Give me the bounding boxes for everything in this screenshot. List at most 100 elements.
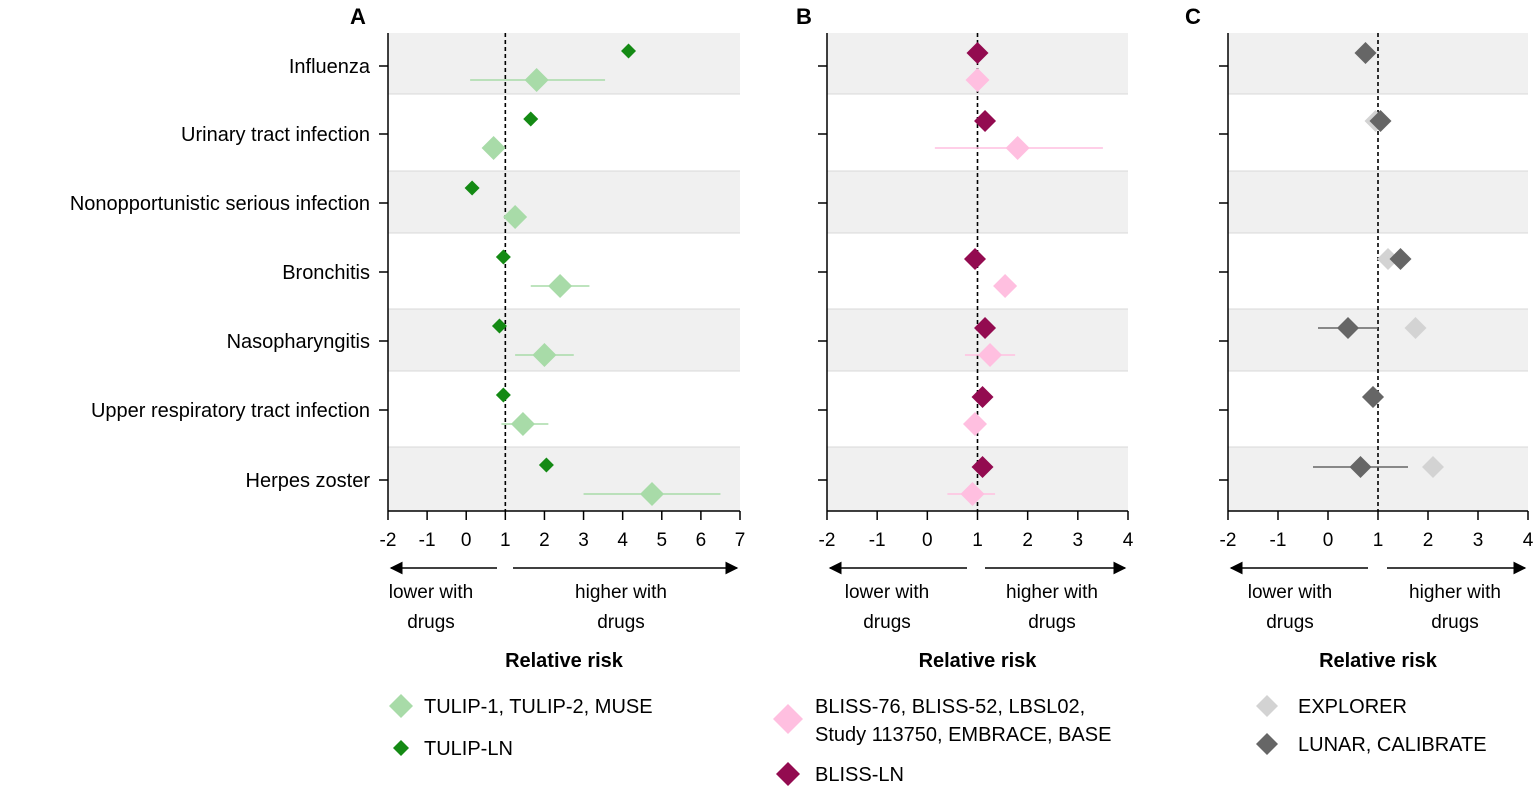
x-tick-label: -2 xyxy=(380,530,397,551)
data-point-upper-respiratory-tract-infection xyxy=(962,412,987,436)
series-bliss-76-bliss-52-lbsl02-study-113750-embrace-base xyxy=(934,68,1103,506)
data-point-nonopportunistic-serious-infection xyxy=(503,205,528,229)
data-point-bronchitis xyxy=(1377,248,1399,270)
data-point-influenza xyxy=(966,42,989,64)
data-point-urinary-tract-infection xyxy=(1369,110,1392,132)
x-tick-label: 0 xyxy=(1323,530,1334,551)
data-point-influenza xyxy=(524,68,549,92)
direction-label-lower: drugs xyxy=(407,612,455,633)
x-tick-label: 1 xyxy=(1373,530,1384,551)
data-point-herpes-zoster xyxy=(960,482,985,506)
legend-label: TULIP-1, TULIP-2, MUSE xyxy=(424,696,653,718)
panel-letter: C xyxy=(1185,4,1201,29)
x-tick-label: 3 xyxy=(1473,530,1484,551)
x-axis-title: Relative risk xyxy=(919,650,1038,672)
legend-marker xyxy=(1256,695,1278,717)
legend-marker xyxy=(389,694,413,718)
x-tick-label: 5 xyxy=(656,530,667,551)
x-tick-label: 0 xyxy=(461,530,472,551)
category-label: Herpes zoster xyxy=(246,470,371,492)
data-point-bronchitis xyxy=(548,274,573,298)
direction-label-lower: lower with xyxy=(845,582,929,603)
direction-label-higher: drugs xyxy=(1431,612,1479,633)
series-lunar-calibrate xyxy=(1313,42,1412,478)
x-tick-label: 3 xyxy=(578,530,589,551)
data-point-bronchitis xyxy=(495,249,511,265)
direction-label-higher: higher with xyxy=(1409,582,1501,603)
data-point-nasopharyngitis xyxy=(974,317,997,339)
data-point-nasopharyngitis xyxy=(1404,317,1427,339)
data-point-urinary-tract-infection xyxy=(481,136,506,160)
data-point-herpes-zoster xyxy=(538,457,554,473)
direction-label-lower: drugs xyxy=(1266,612,1314,633)
legend-label: EXPLORER xyxy=(1298,696,1407,718)
x-axis-title: Relative risk xyxy=(505,650,624,672)
data-point-urinary-tract-infection xyxy=(974,110,997,132)
data-point-influenza xyxy=(621,43,637,59)
row-band xyxy=(1228,447,1528,511)
data-point-bronchitis xyxy=(1389,248,1412,270)
direction-label-lower: drugs xyxy=(863,612,911,633)
x-tick-label: 2 xyxy=(1423,530,1434,551)
data-point-upper-respiratory-tract-infection xyxy=(971,386,994,408)
x-tick-label: -1 xyxy=(869,530,886,551)
legend-label: Study 113750, EMBRACE, BASE xyxy=(815,724,1111,746)
row-band xyxy=(388,447,740,511)
x-tick-label: 2 xyxy=(1022,530,1033,551)
direction-label-higher: drugs xyxy=(597,612,645,633)
category-label: Influenza xyxy=(289,56,371,78)
x-tick-label: 6 xyxy=(696,530,707,551)
category-label: Nasopharyngitis xyxy=(227,331,370,353)
x-tick-label: -2 xyxy=(819,530,836,551)
direction-label-lower: lower with xyxy=(1248,582,1332,603)
legend-marker xyxy=(1256,733,1278,755)
x-tick-label: 2 xyxy=(539,530,550,551)
data-point-herpes-zoster xyxy=(1349,456,1372,478)
category-label: Urinary tract infection xyxy=(181,124,370,146)
data-point-herpes-zoster xyxy=(640,482,664,506)
series-tulip-1-tulip-2-muse xyxy=(470,68,721,506)
row-band xyxy=(388,171,740,233)
data-point-bronchitis xyxy=(963,248,986,270)
row-band xyxy=(827,309,1128,371)
direction-label-higher: higher with xyxy=(1006,582,1098,603)
x-axis-title: Relative risk xyxy=(1319,650,1438,672)
row-band xyxy=(388,233,740,309)
panel-letter: A xyxy=(350,4,366,29)
panel-letter: B xyxy=(796,4,812,29)
data-point-influenza xyxy=(1354,42,1377,64)
data-point-upper-respiratory-tract-infection xyxy=(510,412,535,436)
series-bliss-ln xyxy=(963,42,997,478)
legend: TULIP-1, TULIP-2, MUSE TULIP-LN BLISS-76, … xyxy=(389,694,1487,786)
legend-marker xyxy=(393,740,409,756)
data-point-nasopharyngitis xyxy=(491,318,507,334)
row-band xyxy=(388,94,740,171)
x-tick-label: 7 xyxy=(735,530,746,551)
category-label: Nonopportunistic serious infection xyxy=(70,193,370,215)
x-tick-label: 1 xyxy=(500,530,511,551)
data-point-influenza xyxy=(965,68,990,92)
legend-label: TULIP-LN xyxy=(424,738,513,760)
direction-label-lower: lower with xyxy=(389,582,473,603)
legend-label: BLISS-LN xyxy=(815,764,904,786)
x-tick-label: 1 xyxy=(972,530,983,551)
legend-marker xyxy=(773,704,803,734)
data-point-upper-respiratory-tract-infection xyxy=(1362,386,1384,408)
x-tick-label: -2 xyxy=(1220,530,1237,551)
row-band xyxy=(388,33,740,94)
series-tulip-ln xyxy=(464,43,637,473)
x-tick-label: 3 xyxy=(1073,530,1084,551)
data-point-herpes-zoster xyxy=(1422,456,1444,478)
data-point-herpes-zoster xyxy=(971,456,994,478)
x-tick-label: 4 xyxy=(617,530,628,551)
data-point-nasopharyngitis xyxy=(532,343,557,367)
data-point-urinary-tract-infection xyxy=(523,111,539,127)
legend-label: LUNAR, CALIBRATE xyxy=(1298,734,1487,756)
x-tick-label: -1 xyxy=(1270,530,1287,551)
data-point-nasopharyngitis xyxy=(978,343,1003,367)
x-tick-label: 4 xyxy=(1523,530,1534,551)
data-point-bronchitis xyxy=(993,274,1018,298)
